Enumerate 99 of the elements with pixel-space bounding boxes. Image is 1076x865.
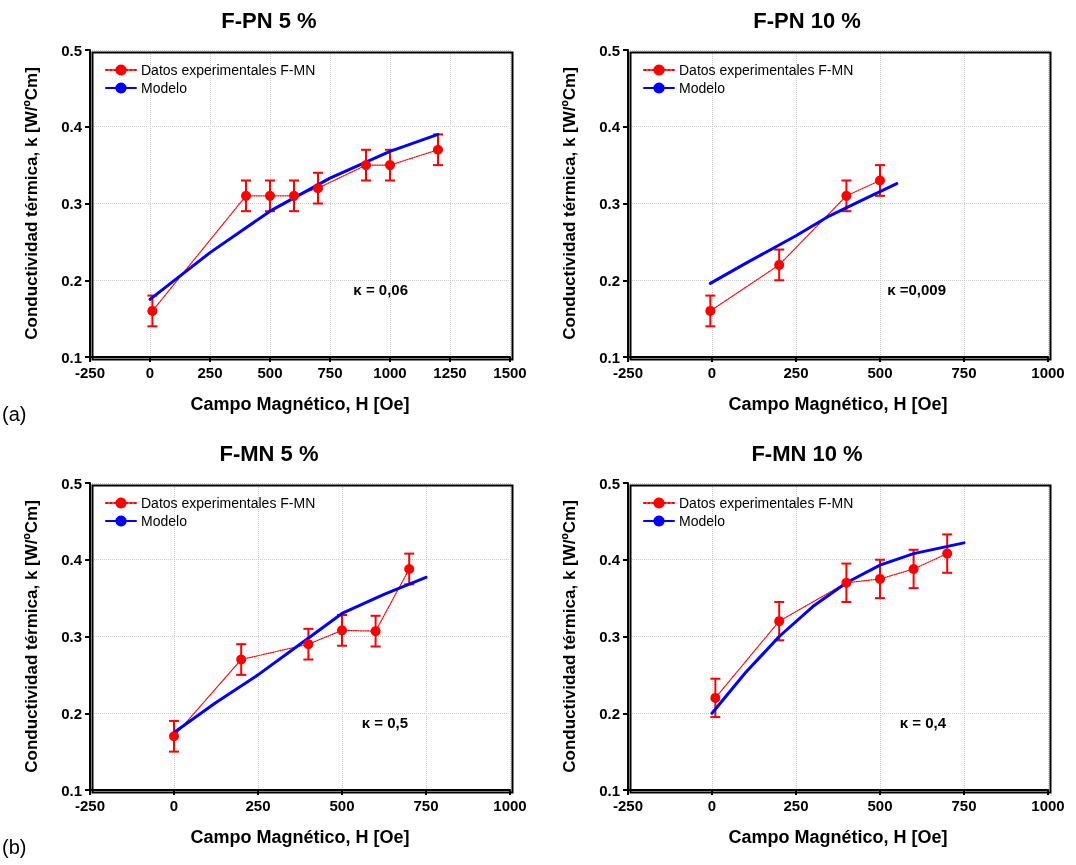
x-axis-title: Campo Magnético, H [Oe] xyxy=(728,394,948,414)
x-tick-label: 750 xyxy=(413,796,439,814)
y-axis-title: Conductividad térmica, k [W/ºCm] xyxy=(22,499,41,773)
x-tick-label: 1500 xyxy=(493,364,527,381)
x-axis-title: Campo Magnético, H [Oe] xyxy=(728,826,948,847)
y-tick-label: 0.4 xyxy=(599,550,621,568)
point xyxy=(361,160,371,171)
point xyxy=(370,625,381,636)
y-tick-label: 0.1 xyxy=(599,348,620,366)
chart-title: F-MN 10 % xyxy=(751,440,863,465)
x-tick-label: 250 xyxy=(783,364,809,381)
y-tick-label: 0.1 xyxy=(61,781,82,798)
x-tick-label: 750 xyxy=(951,364,977,381)
chart-title: F-MN 5 % xyxy=(219,440,319,465)
x-tick-label: 0 xyxy=(145,364,155,381)
legend-label: Modelo xyxy=(679,80,726,96)
x-tick-label: 0 xyxy=(169,796,179,814)
text: (a) xyxy=(2,403,27,425)
y-axis-title: Conductividad térmica, k [W/ºCm] xyxy=(22,67,41,340)
line-series xyxy=(148,132,440,301)
x-tick-label: 0 xyxy=(707,364,717,381)
chart-title: F-PN 10 % xyxy=(753,7,861,33)
line-series xyxy=(708,182,899,285)
x-tick-label: 1000 xyxy=(493,796,527,814)
legend-label: Datos experimentales F-MN xyxy=(141,62,316,78)
y-tick-label: 0.3 xyxy=(61,627,82,645)
legend-label: Modelo xyxy=(679,512,726,529)
x-tick-label: 250 xyxy=(783,796,809,814)
legend-label: Modelo xyxy=(141,512,188,529)
x-tick-label: 1000 xyxy=(1031,796,1065,814)
x-axis-title: Campo Magnético, H [Oe] xyxy=(190,394,410,414)
legend-label: Modelo xyxy=(141,80,188,96)
legend-label: Datos experimentales F-MN xyxy=(141,494,316,511)
y-tick-label: 0.2 xyxy=(599,271,620,289)
y-axis-title: Conductividad térmica, k [W/ºCm] xyxy=(560,499,579,773)
annotation: κ = 0,06 xyxy=(353,281,408,298)
y-tick-label: 0.4 xyxy=(61,118,83,136)
y-tick-label: 0.3 xyxy=(61,195,82,212)
x-tick-label: -250 xyxy=(612,364,644,381)
point xyxy=(241,190,251,201)
y-axis-title: Conductividad térmica, k [W/ºCm] xyxy=(560,67,579,340)
point xyxy=(908,563,919,574)
chart-title: F-PN 5 % xyxy=(221,7,317,33)
point xyxy=(841,577,852,588)
x-tick-label: -250 xyxy=(74,364,106,381)
point xyxy=(337,624,347,635)
point xyxy=(289,190,299,201)
x-tick-label: 0 xyxy=(707,796,717,814)
point xyxy=(313,183,323,194)
point xyxy=(404,563,415,574)
annotation: κ = 0,5 xyxy=(361,713,408,731)
x-tick-label: 500 xyxy=(329,796,355,814)
x-tick-label: 500 xyxy=(257,364,283,381)
legend-label: Datos experimentales F-MN xyxy=(679,62,854,78)
text: (b) xyxy=(2,835,27,858)
line-series xyxy=(710,540,966,715)
point xyxy=(433,144,443,155)
y-tick-label: 0.5 xyxy=(61,474,82,491)
x-tick-label: 1000 xyxy=(373,364,407,381)
point xyxy=(265,190,275,201)
point xyxy=(169,730,179,741)
point xyxy=(705,305,716,316)
x-tick-label: 250 xyxy=(197,364,223,381)
x-tick-label: -250 xyxy=(74,796,106,814)
point xyxy=(774,259,785,270)
point xyxy=(147,305,158,316)
point xyxy=(385,160,395,171)
y-tick-label: 0.5 xyxy=(61,41,82,59)
x-tick-label: 500 xyxy=(867,796,893,814)
legend-label: Datos experimentales F-MN xyxy=(679,494,854,511)
point xyxy=(303,638,314,649)
y-tick-label: 0.2 xyxy=(61,271,82,289)
point xyxy=(710,692,721,703)
y-tick-label: 0.2 xyxy=(61,704,82,722)
y-tick-label: 0.2 xyxy=(599,704,620,722)
x-tick-label: 750 xyxy=(317,364,343,381)
y-tick-label: 0.3 xyxy=(599,627,620,645)
y-tick-label: 0.4 xyxy=(599,118,621,136)
point xyxy=(236,654,247,665)
y-tick-label: 0.5 xyxy=(599,474,620,491)
point xyxy=(774,615,785,626)
x-tick-label: -250 xyxy=(612,796,644,814)
x-tick-label: 500 xyxy=(867,364,893,381)
y-tick-label: 0.3 xyxy=(599,195,620,212)
point xyxy=(942,548,953,559)
x-tick-label: 750 xyxy=(951,796,977,814)
y-tick-label: 0.1 xyxy=(599,781,620,798)
y-tick-label: 0.4 xyxy=(61,550,83,568)
x-tick-label: 250 xyxy=(245,796,271,814)
x-axis-title: Campo Magnético, H [Oe] xyxy=(190,826,410,847)
point xyxy=(875,573,885,584)
y-tick-label: 0.5 xyxy=(599,41,620,59)
annotation: κ =0,009 xyxy=(887,281,946,298)
x-tick-label: 1250 xyxy=(433,364,467,381)
x-tick-label: 1000 xyxy=(1031,364,1065,381)
point xyxy=(841,190,852,201)
y-tick-label: 0.1 xyxy=(61,348,82,366)
annotation: κ = 0,4 xyxy=(899,713,947,731)
point xyxy=(875,175,885,186)
